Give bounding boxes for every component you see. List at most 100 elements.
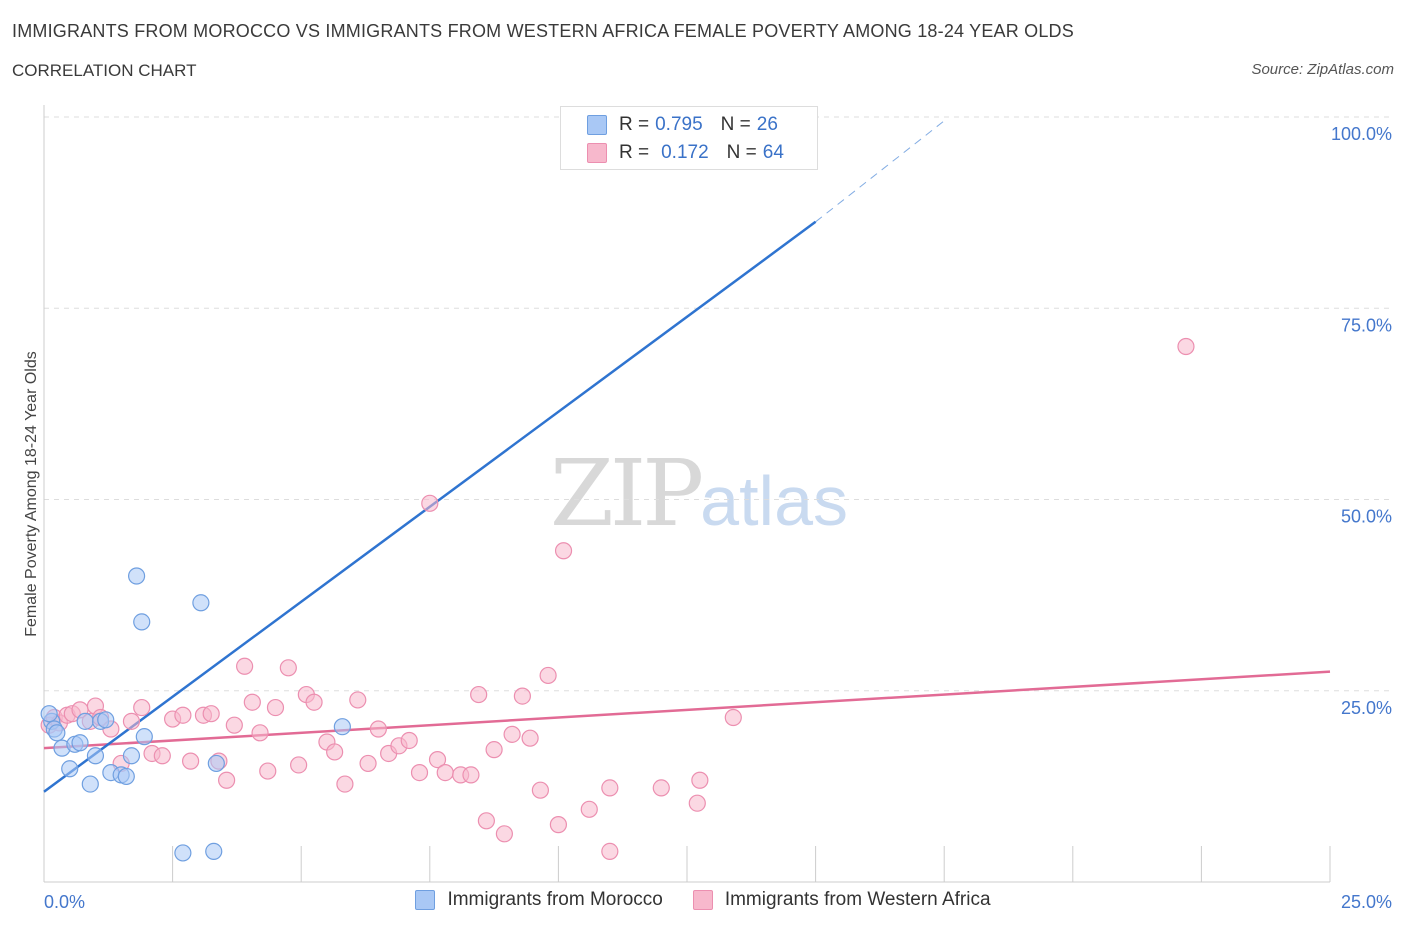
grid-lines xyxy=(44,116,1392,692)
x-tick-label: 0.0% xyxy=(44,892,85,912)
morocco-point xyxy=(86,747,105,765)
western-africa-swatch xyxy=(587,143,607,163)
western-africa-point xyxy=(349,691,367,709)
n-value: 26 xyxy=(756,114,778,135)
morocco-point xyxy=(174,844,192,862)
morocco-trend-extension xyxy=(815,120,945,223)
morocco-point xyxy=(76,712,94,730)
x-tick-label: 25.0% xyxy=(1341,892,1392,912)
western-africa-point xyxy=(436,764,454,782)
western-africa-point xyxy=(521,729,539,747)
morocco-point xyxy=(192,594,210,612)
western-africa-trend-line xyxy=(43,670,1331,750)
western-africa-point xyxy=(251,724,269,742)
morocco-point xyxy=(122,747,141,765)
stats-legend: R = 0.795 N = 26 R = 0.172 N = 64 xyxy=(560,106,818,170)
watermark: ZIPatlas xyxy=(550,440,848,547)
western-africa-point xyxy=(513,687,531,705)
n-label: N = xyxy=(720,114,751,135)
chart-subtitle: CORRELATION CHART xyxy=(12,61,197,80)
legend-label: Immigrants from Morocco xyxy=(447,889,663,910)
western-africa-point xyxy=(428,750,447,769)
western-africa-point xyxy=(243,693,261,711)
morocco-point xyxy=(97,711,115,729)
y-tick-label: 25.0% xyxy=(1341,698,1392,718)
morocco-swatch xyxy=(415,890,436,910)
western-africa-point xyxy=(336,775,354,793)
western-africa-point xyxy=(202,705,220,723)
western-africa-point xyxy=(601,842,619,861)
western-africa-point xyxy=(153,747,171,765)
western-africa-point xyxy=(305,693,323,711)
morocco-point xyxy=(135,728,153,746)
morocco-point xyxy=(81,775,99,793)
y-tick-label: 50.0% xyxy=(1341,507,1392,527)
western-africa-point xyxy=(462,766,480,784)
western-africa-point xyxy=(503,725,521,743)
morocco-point xyxy=(333,718,351,736)
western-africa-point xyxy=(279,659,297,677)
y-tick-label: 100.0% xyxy=(1331,124,1392,144)
western-africa-point xyxy=(652,779,670,797)
western-africa-point xyxy=(691,771,709,789)
western-africa-point xyxy=(133,698,151,717)
western-africa-point xyxy=(400,731,418,750)
western-africa-point xyxy=(539,666,557,685)
western-africa-point xyxy=(290,756,308,774)
morocco-point xyxy=(48,724,66,742)
watermark-atlas: atlas xyxy=(700,462,849,540)
source-attribution: Source: ZipAtlas.com xyxy=(1251,61,1394,78)
axes xyxy=(43,105,1331,883)
western-africa-point xyxy=(359,754,377,773)
western-africa-point xyxy=(225,716,243,734)
stats-row-morocco: R = 0.795 N = 26 xyxy=(587,113,778,137)
watermark-zip: ZIP xyxy=(550,440,704,547)
western-africa-point xyxy=(580,800,598,818)
r-value: 0.172 xyxy=(661,142,709,163)
western-africa-point xyxy=(549,816,568,834)
r-label: R = xyxy=(619,114,650,135)
morocco-point xyxy=(71,734,89,752)
western-africa-point xyxy=(554,542,573,560)
legend-item-western-africa[interactable]: Immigrants from Western Africa xyxy=(692,889,991,911)
r-label: R = xyxy=(619,142,650,163)
western-africa-point xyxy=(218,771,236,789)
stats-row-western-africa: R = 0.172 N = 64 xyxy=(587,141,784,165)
y-tick-label: 75.0% xyxy=(1341,315,1392,335)
western-africa-point xyxy=(369,720,387,738)
legend-item-morocco[interactable]: Immigrants from Morocco xyxy=(415,889,663,911)
y-axis-label: Female Poverty Among 18-24 Year Olds xyxy=(23,351,40,637)
western-africa-point xyxy=(470,685,488,704)
western-africa-point xyxy=(495,825,513,843)
western-africa-point xyxy=(410,764,429,782)
n-value: 64 xyxy=(762,142,784,163)
morocco-point xyxy=(207,754,225,773)
series-legend: Immigrants from Morocco Immigrants from … xyxy=(0,889,1406,911)
morocco-point xyxy=(40,705,58,723)
morocco-point xyxy=(117,767,135,786)
western-africa-point xyxy=(724,708,742,727)
western-africa-point xyxy=(182,752,200,770)
morocco-point xyxy=(133,613,151,631)
western-africa-point xyxy=(1177,337,1195,356)
western-africa-point xyxy=(531,781,549,799)
n-label: N = xyxy=(726,142,757,163)
morocco-point xyxy=(61,760,79,778)
western-africa-point xyxy=(421,494,439,512)
legend-label: Immigrants from Western Africa xyxy=(724,889,991,910)
r-value: 0.795 xyxy=(655,114,703,135)
western-africa-point xyxy=(122,712,141,730)
western-africa-point xyxy=(259,762,277,780)
western-africa-swatch xyxy=(692,890,713,910)
morocco-swatch xyxy=(587,115,607,135)
western-africa-point xyxy=(688,794,706,812)
western-africa-point xyxy=(477,812,495,830)
western-africa-point xyxy=(236,657,254,675)
morocco-point xyxy=(127,567,146,585)
western-africa-point xyxy=(266,698,285,717)
western-africa-point xyxy=(326,743,344,761)
tick-labels: 25.0% 50.0% 75.0% 100.0% 0.0% 25.0% xyxy=(44,124,1392,912)
chart-title: IMMIGRANTS FROM MOROCCO VS IMMIGRANTS FR… xyxy=(12,21,1074,41)
western-africa-point xyxy=(174,706,192,724)
